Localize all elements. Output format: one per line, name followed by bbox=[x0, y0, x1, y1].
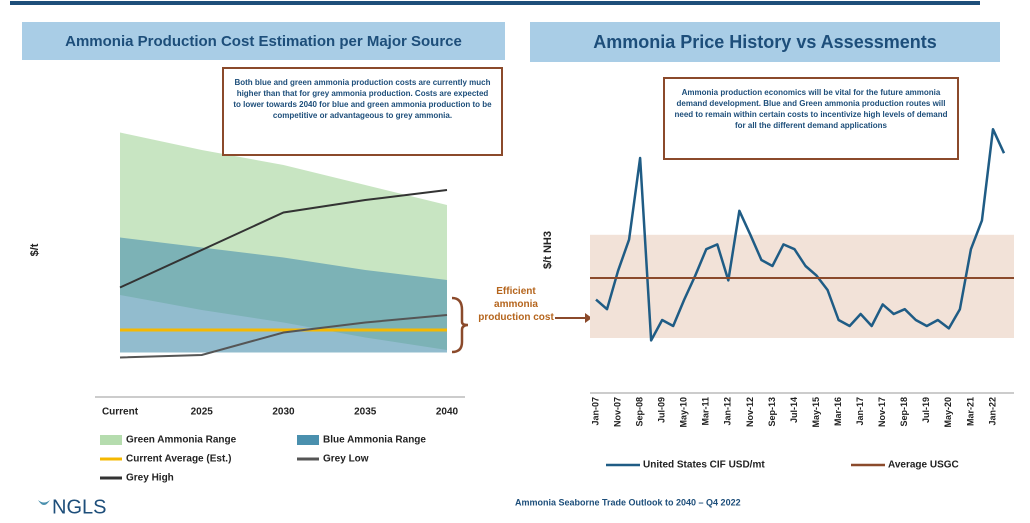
top-rule bbox=[10, 1, 980, 5]
x-tick-label: May-20 bbox=[943, 397, 953, 428]
header-left: Ammonia Production Cost Estimation per M… bbox=[22, 22, 505, 60]
range-area bbox=[120, 237, 447, 353]
legend-swatch bbox=[297, 435, 319, 445]
legend-label: United States CIF USD/mt bbox=[643, 460, 765, 471]
x-tick-label: Sep-18 bbox=[899, 397, 909, 427]
x-tick-label: 2035 bbox=[354, 407, 377, 418]
x-tick-label: Jan-07 bbox=[590, 397, 600, 426]
x-tick-label: Jan-17 bbox=[855, 397, 865, 426]
line bbox=[119, 314, 448, 359]
line bbox=[119, 189, 448, 289]
note-middle: Efficient ammonia production cost bbox=[478, 286, 554, 323]
x-tick-label: Mar-11 bbox=[701, 397, 711, 426]
y-label: $/t bbox=[29, 243, 41, 256]
x-tick-label: May-15 bbox=[811, 397, 821, 428]
x-tick-label: Nov-17 bbox=[877, 397, 887, 427]
x-tick-label: Jul-19 bbox=[921, 397, 931, 423]
x-tick-label: Jul-09 bbox=[657, 397, 667, 423]
header-right: Ammonia Price History vs Assessments bbox=[530, 22, 1000, 62]
footer-text: Ammonia Seaborne Trade Outlook to 2040 –… bbox=[515, 497, 741, 507]
x-tick-label: Sep-13 bbox=[767, 397, 777, 427]
legend-label: Average USGC bbox=[888, 460, 959, 471]
x-tick-label: Nov-12 bbox=[745, 397, 755, 427]
note-left: Both blue and green ammonia production c… bbox=[222, 67, 503, 156]
legend-label: Grey Low bbox=[323, 454, 369, 465]
x-tick-label: Jan-12 bbox=[723, 397, 733, 426]
x-tick-label: Jan-22 bbox=[987, 397, 997, 426]
brace bbox=[451, 296, 469, 354]
note-right: Ammonia production economics will be vit… bbox=[663, 77, 959, 160]
x-tick-label: Current bbox=[102, 407, 139, 418]
range-band bbox=[590, 234, 1014, 338]
legend-swatch bbox=[100, 435, 122, 445]
arrow-head bbox=[585, 313, 592, 323]
x-tick-label: 2030 bbox=[272, 407, 295, 418]
x-tick-label: Mar-21 bbox=[965, 397, 975, 426]
x-tick-label: 2025 bbox=[191, 407, 214, 418]
line bbox=[595, 127, 1006, 342]
logo-mark bbox=[38, 500, 50, 505]
legend-label: Current Average (Est.) bbox=[126, 454, 231, 465]
y-label: $/t NH3 bbox=[542, 231, 554, 269]
x-tick-label: Sep-08 bbox=[634, 397, 644, 427]
legend-label: Grey High bbox=[126, 473, 174, 484]
x-tick-label: May-10 bbox=[679, 397, 689, 428]
x-tick-label: 2040 bbox=[436, 407, 459, 418]
legend-label: Green Ammonia Range bbox=[126, 435, 237, 446]
x-tick-label: Nov-07 bbox=[612, 397, 622, 427]
logo: NGLS bbox=[52, 496, 106, 518]
legend-label: Blue Ammonia Range bbox=[323, 435, 426, 446]
x-tick-label: Jul-14 bbox=[789, 397, 799, 423]
x-tick-label: Mar-16 bbox=[833, 397, 843, 426]
